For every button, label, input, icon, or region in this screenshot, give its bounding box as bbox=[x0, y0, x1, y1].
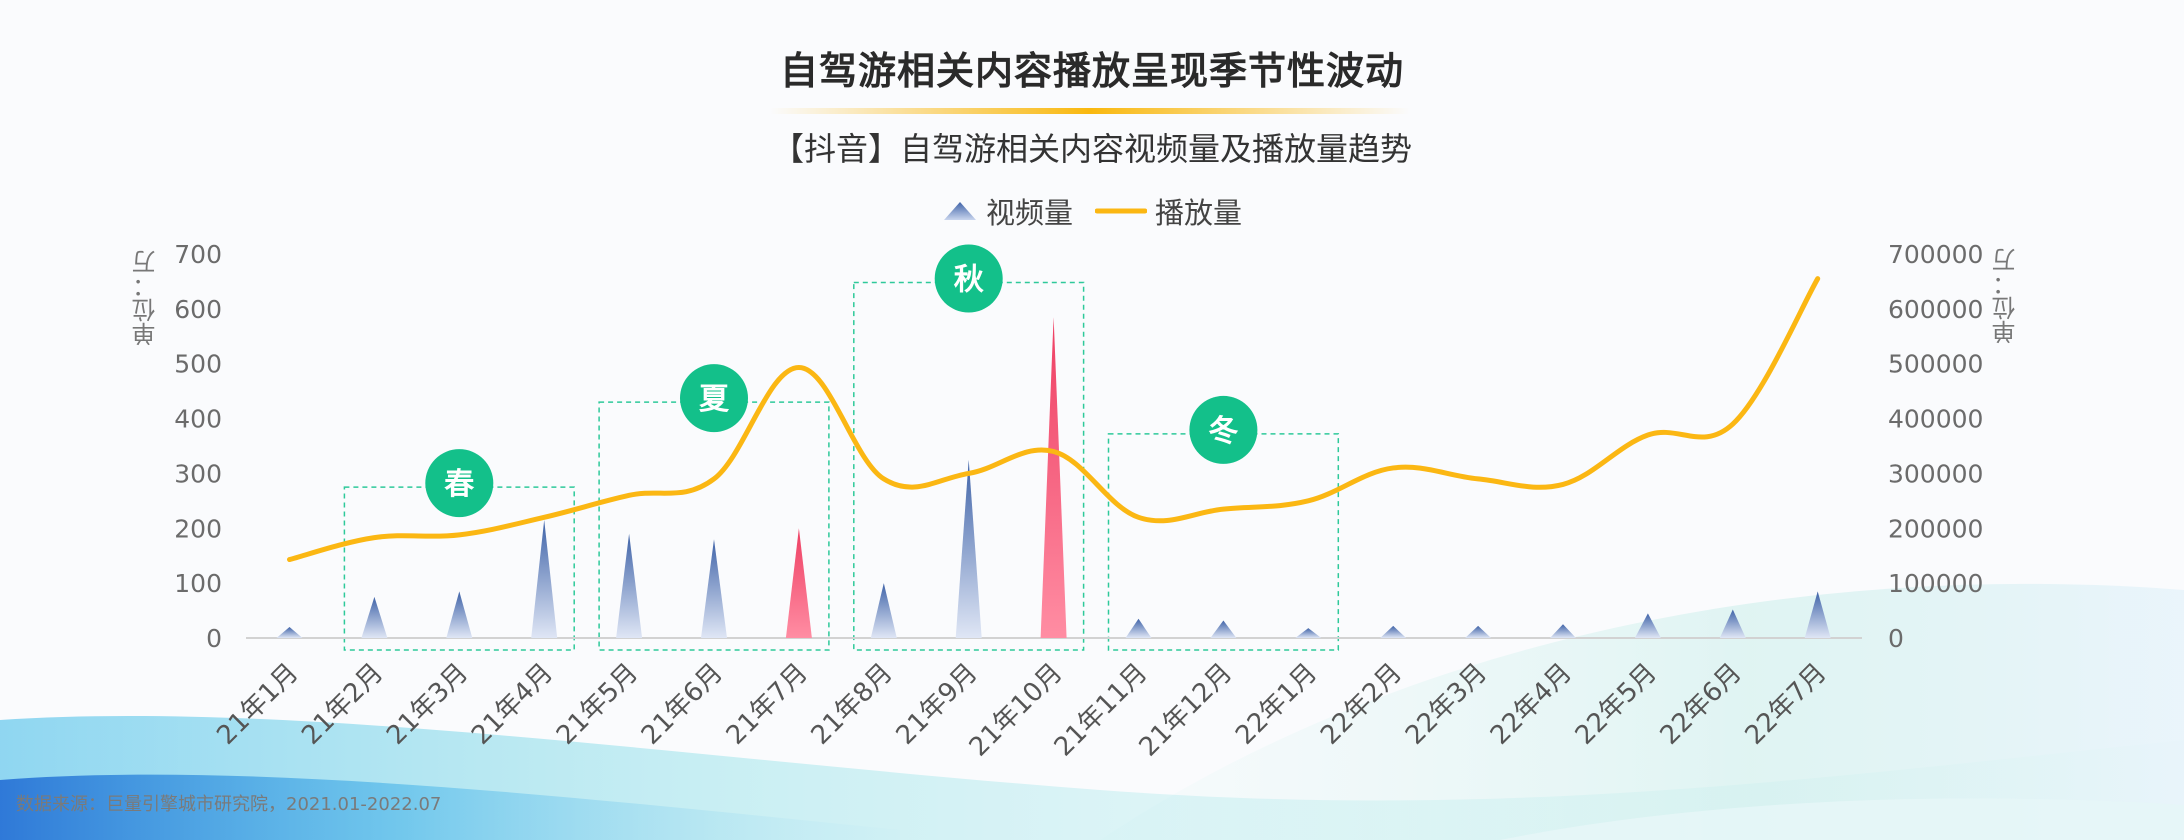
bar-video-9 bbox=[1040, 317, 1067, 638]
bar-video-15 bbox=[1550, 624, 1576, 638]
season-label-1: 夏 bbox=[699, 382, 730, 417]
bar-video-11 bbox=[1210, 620, 1237, 638]
bar-video-12 bbox=[1295, 628, 1322, 638]
y-right-tick-label: 100000 bbox=[1888, 569, 1983, 598]
x-tick-label: 21年6月 bbox=[636, 658, 729, 751]
legend-item-video[interactable]: 视频量 bbox=[942, 190, 1073, 232]
chart-title: 自驾游相关内容播放呈现季节性波动 bbox=[779, 49, 1404, 93]
triangle-icon bbox=[943, 202, 976, 220]
bar-video-4 bbox=[616, 533, 643, 638]
y-left-tick-label: 600 bbox=[174, 295, 222, 324]
season-box-1 bbox=[598, 401, 830, 651]
bar-video-10 bbox=[1125, 618, 1152, 638]
x-tick-label: 21年8月 bbox=[806, 658, 899, 751]
y-left-tick-label: 300 bbox=[174, 459, 222, 488]
legend-label-video: 视频量 bbox=[985, 196, 1073, 230]
x-tick-label: 22年4月 bbox=[1485, 658, 1578, 751]
chart-subtitle: 【抖音】自驾游相关内容视频量及播放量趋势 bbox=[771, 130, 1412, 168]
line-icon bbox=[1095, 208, 1147, 214]
season-box-0 bbox=[343, 486, 575, 651]
legend-item-play[interactable]: 播放量 bbox=[1095, 190, 1242, 232]
x-tick-label: 21年7月 bbox=[721, 658, 814, 751]
bar-video-14 bbox=[1465, 625, 1492, 638]
bar-video-13 bbox=[1380, 625, 1407, 638]
season-box-3 bbox=[1107, 433, 1340, 651]
x-tick-label: 21年2月 bbox=[296, 658, 389, 751]
bar-video-6 bbox=[785, 528, 812, 638]
bar-video-18 bbox=[1804, 591, 1831, 638]
season-badge-3 bbox=[1189, 395, 1258, 464]
x-tick-label: 22年5月 bbox=[1570, 658, 1663, 751]
x-tick-label: 21年1月 bbox=[211, 658, 304, 751]
x-tick-label: 22年1月 bbox=[1230, 658, 1323, 751]
title-underline bbox=[770, 108, 1410, 114]
x-tick-label: 22年6月 bbox=[1655, 658, 1748, 751]
line-play bbox=[287, 276, 1821, 563]
y-left-tick-label: 500 bbox=[174, 350, 222, 379]
y-right-tick-label: 200000 bbox=[1888, 514, 1983, 543]
season-label-3: 冬 bbox=[1208, 414, 1238, 449]
y-left-tick-label: 700 bbox=[174, 240, 222, 269]
y-left-tick-label: 200 bbox=[174, 514, 222, 543]
season-label-2: 秋 bbox=[954, 263, 984, 298]
season-box-2 bbox=[853, 281, 1085, 651]
season-badge-2 bbox=[934, 244, 1003, 313]
season-label-0: 春 bbox=[444, 467, 474, 502]
y-right-tick-label: 300000 bbox=[1888, 459, 1983, 488]
season-badge-0 bbox=[425, 449, 494, 518]
x-tick-label: 21年3月 bbox=[381, 658, 474, 751]
season-badge-1 bbox=[680, 364, 748, 433]
x-tick-label: 22年2月 bbox=[1315, 658, 1408, 751]
y-left-tick-label: 0 bbox=[206, 624, 222, 653]
bar-video-17 bbox=[1719, 609, 1746, 638]
y-right-tick-label: 400000 bbox=[1888, 405, 1983, 434]
legend: 视频量 播放量 bbox=[0, 190, 2184, 232]
y-left-tick-label: 400 bbox=[174, 405, 222, 434]
data-source: 数据来源：巨量引擎城市研究院，2021.01-2022.07 bbox=[16, 794, 442, 815]
y-right-tick-label: 500000 bbox=[1888, 350, 1983, 379]
bar-video-7 bbox=[870, 583, 897, 638]
bar-video-5 bbox=[701, 539, 727, 638]
x-tick-label: 22年7月 bbox=[1740, 658, 1833, 751]
legend-label-play: 播放量 bbox=[1155, 196, 1243, 230]
y-right-tick-label: 600000 bbox=[1888, 295, 1983, 324]
y-right-tick-label: 0 bbox=[1888, 624, 1904, 653]
bar-video-1 bbox=[361, 596, 388, 638]
y-left-tick-label: 100 bbox=[174, 569, 222, 598]
bar-video-3 bbox=[531, 520, 558, 638]
x-tick-label: 21年4月 bbox=[466, 658, 559, 751]
bar-video-16 bbox=[1634, 613, 1661, 638]
bar-video-8 bbox=[955, 459, 982, 638]
x-tick-label: 21年12月 bbox=[1134, 658, 1239, 763]
x-tick-label: 22年3月 bbox=[1400, 658, 1493, 751]
bar-video-0 bbox=[276, 627, 303, 638]
bar-video-2 bbox=[446, 591, 473, 638]
x-tick-label: 21年5月 bbox=[551, 658, 644, 751]
y-right-tick-label: 700000 bbox=[1888, 240, 1983, 269]
